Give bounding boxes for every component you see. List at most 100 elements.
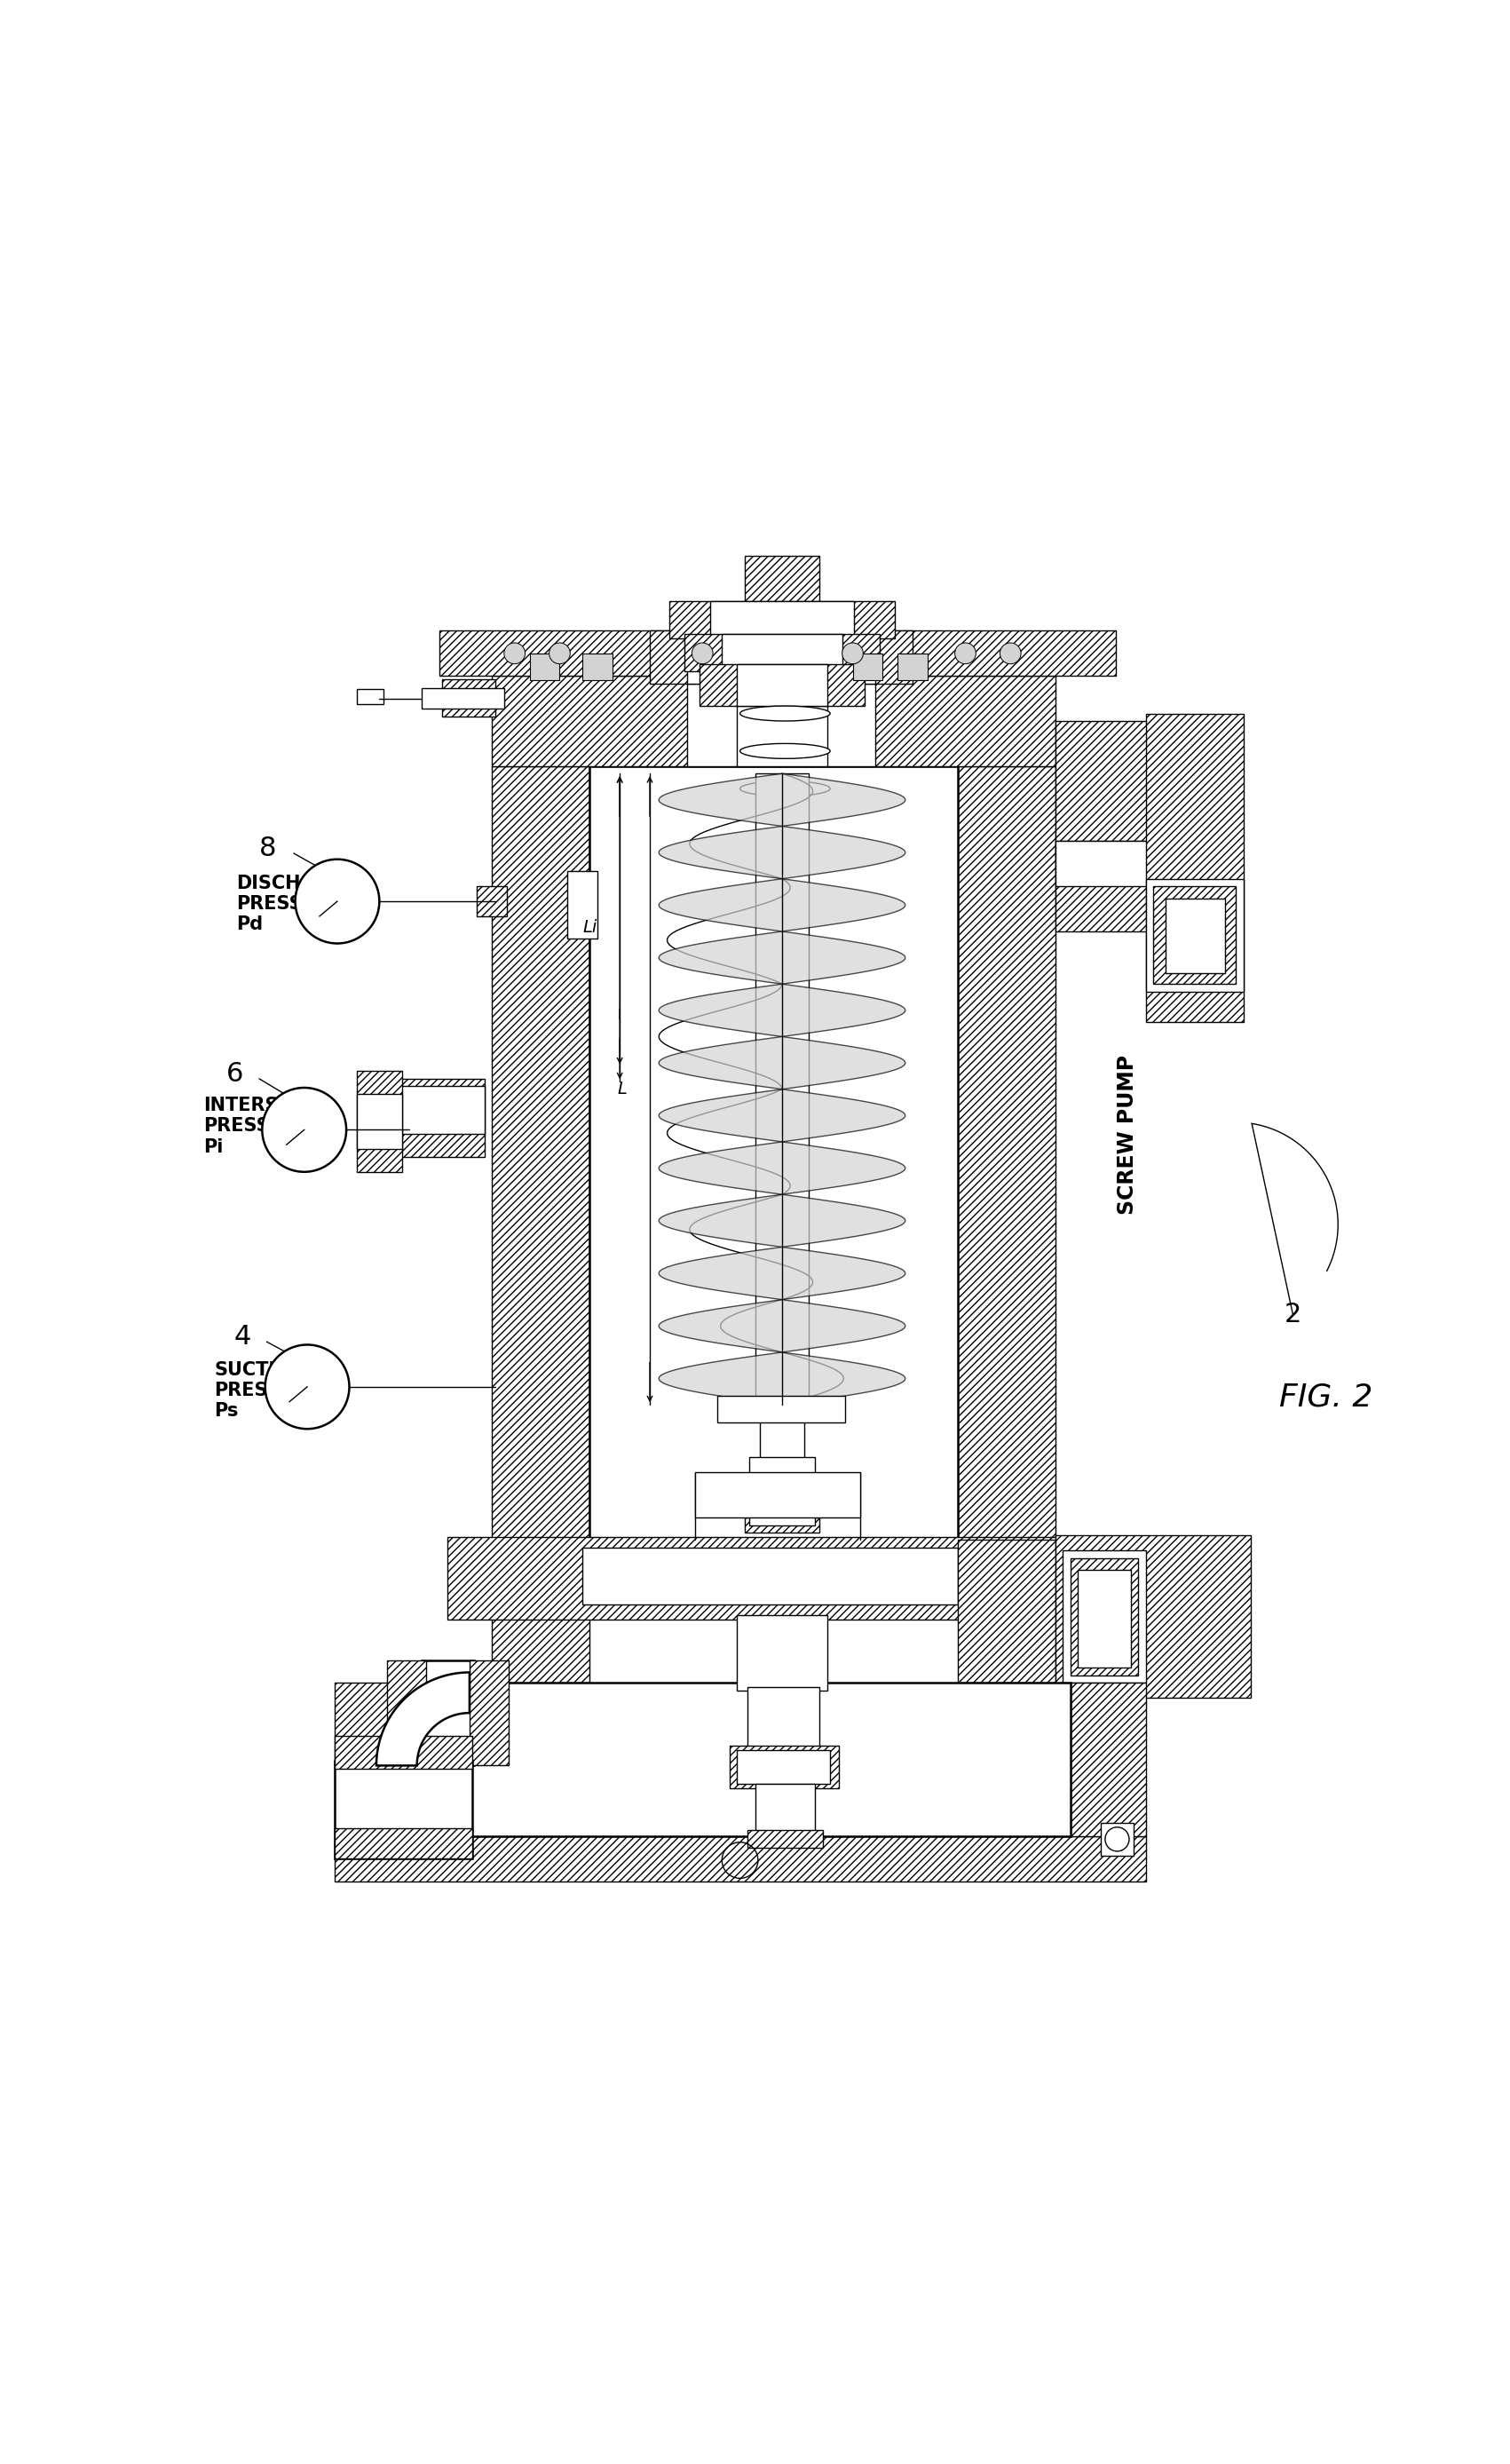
Text: 4: 4 [234, 1323, 251, 1350]
Polygon shape [658, 825, 904, 880]
Bar [687, 675, 876, 766]
Circle shape [550, 643, 571, 663]
Bar [568, 872, 598, 939]
Bar [684, 633, 880, 670]
Bar [717, 1395, 846, 1422]
Circle shape [692, 643, 713, 663]
Polygon shape [658, 931, 904, 983]
Bar [737, 675, 827, 766]
Bar [421, 687, 504, 710]
Bar [356, 1094, 402, 1148]
Polygon shape [658, 1299, 904, 1353]
Bar [334, 1828, 473, 1858]
Bar [583, 653, 612, 680]
Bar [1101, 1823, 1134, 1855]
Bar [470, 1661, 509, 1767]
Bar [710, 601, 855, 638]
Text: SUCTION
PRESSURE
Ps: SUCTION PRESSURE Ps [214, 1360, 322, 1419]
Bar [530, 653, 560, 680]
Bar [744, 557, 820, 623]
Ellipse shape [740, 781, 830, 796]
Bar [755, 1784, 815, 1841]
Bar [442, 680, 495, 717]
Polygon shape [658, 1141, 904, 1195]
Bar [1146, 715, 1243, 1023]
Bar [334, 1683, 409, 1836]
Bar [334, 1836, 1146, 1882]
Bar [687, 655, 876, 683]
Polygon shape [658, 774, 904, 825]
Polygon shape [658, 1353, 904, 1404]
Bar [394, 1079, 485, 1158]
Bar [421, 1661, 474, 1767]
Bar [356, 690, 384, 705]
Bar [755, 774, 809, 1404]
Bar [1055, 1535, 1250, 1698]
Bar [334, 1735, 473, 1769]
Polygon shape [658, 1195, 904, 1247]
Bar [1071, 1683, 1146, 1836]
Bar [649, 631, 912, 683]
Bar [477, 887, 507, 917]
Polygon shape [658, 880, 904, 931]
Circle shape [843, 643, 864, 663]
Circle shape [266, 1345, 349, 1429]
Circle shape [954, 643, 975, 663]
Bar [409, 1683, 1071, 1836]
Bar [747, 1831, 823, 1848]
Bar [590, 766, 957, 1540]
Bar [957, 766, 1055, 1540]
Bar [439, 631, 1116, 675]
Text: 8: 8 [260, 835, 276, 862]
Text: SCREW PUMP: SCREW PUMP [1117, 1055, 1139, 1215]
Bar [394, 1087, 485, 1133]
Bar [583, 1547, 957, 1604]
Bar [1166, 899, 1225, 973]
Bar [1154, 887, 1235, 983]
Polygon shape [658, 1037, 904, 1089]
Circle shape [263, 1087, 346, 1173]
Polygon shape [376, 1673, 470, 1767]
Bar [699, 663, 865, 707]
Bar [737, 1616, 827, 1690]
Ellipse shape [740, 744, 830, 759]
Bar [1078, 1570, 1131, 1668]
Bar [492, 675, 1055, 766]
Bar [737, 663, 827, 707]
Bar [737, 1749, 830, 1784]
Bar [853, 653, 883, 680]
Bar [722, 633, 843, 670]
Bar [729, 1747, 840, 1789]
Bar [1055, 840, 1154, 931]
Bar [1055, 722, 1184, 857]
Bar [1071, 1557, 1139, 1676]
Bar [1146, 880, 1243, 991]
Circle shape [294, 860, 379, 944]
Bar [747, 1688, 820, 1749]
Text: 6: 6 [226, 1062, 243, 1087]
Text: INTERSTAGE
PRESSURE
Pi: INTERSTAGE PRESSURE Pi [204, 1096, 332, 1156]
Polygon shape [658, 983, 904, 1037]
Bar [387, 1661, 426, 1767]
Circle shape [1000, 643, 1021, 663]
Bar [492, 766, 590, 1540]
Bar [1055, 840, 1154, 887]
Bar [492, 1540, 590, 1683]
Polygon shape [658, 1089, 904, 1141]
Text: Li: Li [583, 919, 598, 936]
Text: 2: 2 [1285, 1301, 1302, 1328]
Ellipse shape [740, 707, 830, 722]
Bar [447, 1538, 1093, 1619]
Text: L: L [618, 1082, 627, 1096]
Bar [334, 1762, 473, 1858]
Bar [760, 1397, 805, 1466]
Bar [356, 1072, 402, 1173]
Text: DISCHARGE
PRESSURE
Pd: DISCHARGE PRESSURE Pd [237, 875, 358, 934]
Bar [898, 653, 927, 680]
Text: FIG. 2: FIG. 2 [1279, 1382, 1373, 1412]
Bar [695, 1473, 861, 1518]
Circle shape [504, 643, 525, 663]
Bar [669, 601, 895, 638]
Bar [1063, 1550, 1146, 1683]
Bar [744, 1518, 820, 1533]
